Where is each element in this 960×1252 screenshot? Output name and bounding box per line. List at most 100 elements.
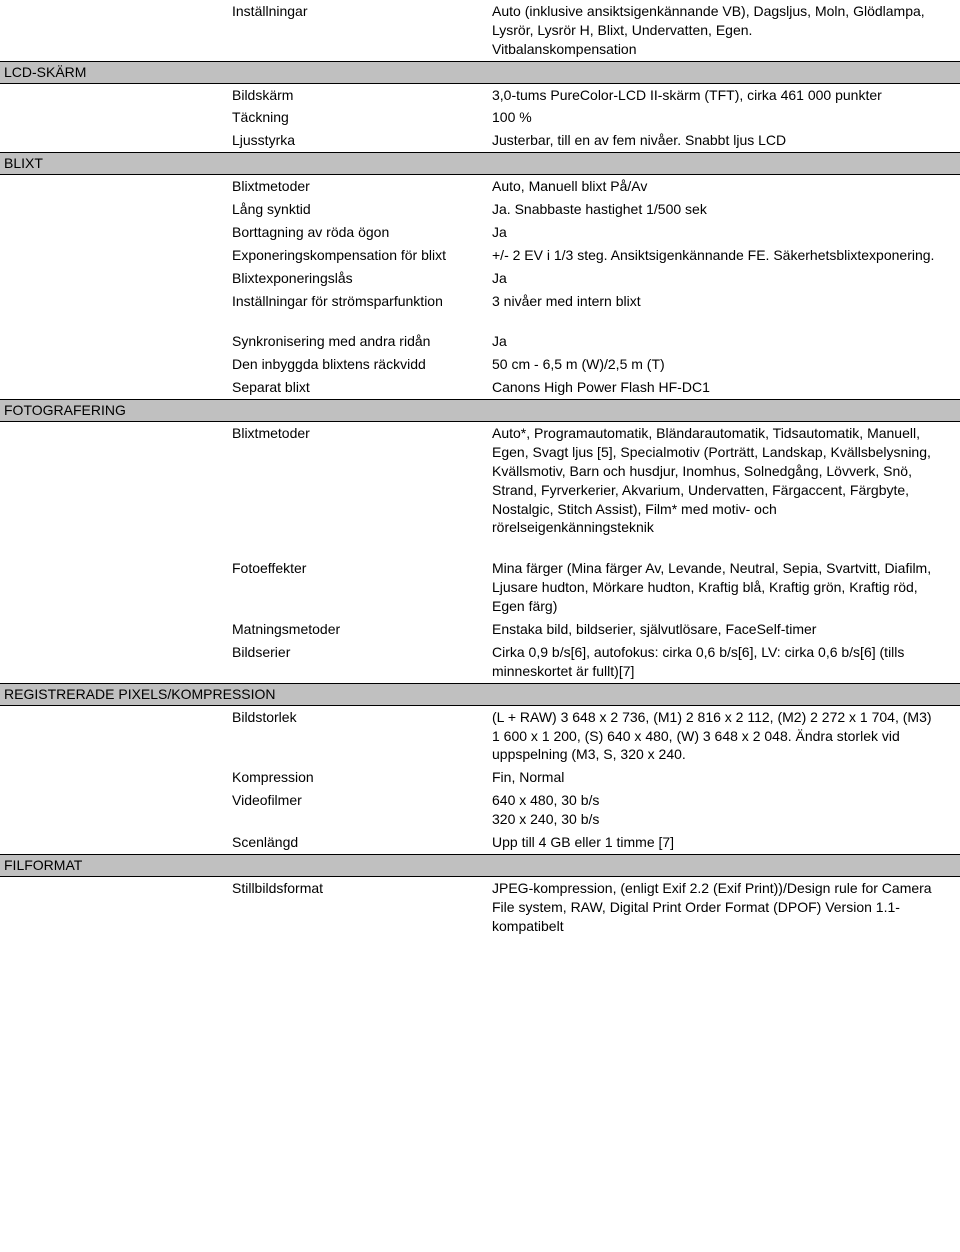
spec-value: Ja [492,223,960,242]
spec-row: Bildstorlek(L + RAW) 3 648 x 2 736, (M1)… [0,706,960,767]
spec-value: Mina färger (Mina färger Av, Levande, Ne… [492,559,960,616]
spec-value: +/- 2 EV i 1/3 steg. Ansiktsigenkännande… [492,246,960,265]
spec-value: 3 nivåer med intern blixt [492,292,960,311]
spacer [0,539,960,557]
spec-label: Exponeringskompensation för blixt [232,246,492,265]
spec-value: Fin, Normal [492,768,960,787]
spec-value: Enstaka bild, bildserier, självutlösare,… [492,620,960,639]
spec-value: Cirka 0,9 b/s[6], autofokus: cirka 0,6 b… [492,643,960,681]
spec-value: 50 cm - 6,5 m (W)/2,5 m (T) [492,355,960,374]
spec-label: Scenlängd [232,833,492,852]
col-spacer [0,131,232,150]
col-spacer [0,708,232,765]
spec-row: BlixtmetoderAuto, Manuell blixt På/Av [0,175,960,198]
spec-value: Ja. Snabbaste hastighet 1/500 sek [492,200,960,219]
spec-label: Separat blixt [232,378,492,397]
col-spacer [0,378,232,397]
spec-row: Synkronisering med andra ridånJa [0,330,960,353]
spec-row: Borttagning av röda ögonJa [0,221,960,244]
section-body-pixels: Bildstorlek(L + RAW) 3 648 x 2 736, (M1)… [0,706,960,854]
spec-row: BildserierCirka 0,9 b/s[6], autofokus: c… [0,641,960,683]
spec-label: Borttagning av röda ögon [232,223,492,242]
spec-value: Ja [492,332,960,351]
col-spacer [0,355,232,374]
spec-label: Videofilmer [232,791,492,829]
spec-value: Upp till 4 GB eller 1 timme [7] [492,833,960,852]
spec-value: Justerbar, till en av fem nivåer. Snabbt… [492,131,960,150]
spec-label: Bildserier [232,643,492,681]
section-body-blixt-a: BlixtmetoderAuto, Manuell blixt På/AvLån… [0,175,960,312]
spec-row: Exponeringskompensation för blixt+/- 2 E… [0,244,960,267]
spec-value: Auto, Manuell blixt På/Av [492,177,960,196]
spec-row: Täckning100 % [0,106,960,129]
col-spacer [0,559,232,616]
col-spacer [0,292,232,311]
spec-row: BlixtexponeringslåsJa [0,267,960,290]
section-body-lcd: Bildskärm3,0-tums PureColor-LCD II-skärm… [0,84,960,153]
spec-label: Blixtexponeringslås [232,269,492,288]
spec-value: Auto*, Programautomatik, Bländarautomati… [492,424,960,537]
spec-label: Den inbyggda blixtens räckvidd [232,355,492,374]
spec-value: Canons High Power Flash HF-DC1 [492,378,960,397]
spec-row: Bildskärm3,0-tums PureColor-LCD II-skärm… [0,84,960,107]
spec-label: Fotoeffekter [232,559,492,616]
spec-row: MatningsmetoderEnstaka bild, bildserier,… [0,618,960,641]
spec-row: BlixtmetoderAuto*, Programautomatik, Blä… [0,422,960,539]
spec-row: LjusstyrkaJusterbar, till en av fem nivå… [0,129,960,152]
section-header-blixt: BLIXT [0,152,960,175]
col-spacer [0,620,232,639]
section-header-filformat: FILFORMAT [0,854,960,877]
spec-row: ScenlängdUpp till 4 GB eller 1 timme [7] [0,831,960,854]
spec-row: Den inbyggda blixtens räckvidd50 cm - 6,… [0,353,960,376]
col-spacer [0,791,232,829]
col-spacer [0,643,232,681]
spec-row: Inställningar Auto (inklusive ansiktsige… [0,0,960,61]
spec-label: Inställningar [232,2,492,59]
spec-value: JPEG-kompression, (enligt Exif 2.2 (Exif… [492,879,960,936]
spec-row: Inställningar för strömsparfunktion3 niv… [0,290,960,313]
section-body-foto-a: BlixtmetoderAuto*, Programautomatik, Blä… [0,422,960,539]
spec-row: KompressionFin, Normal [0,766,960,789]
spec-label: Lång synktid [232,200,492,219]
spec-row: FotoeffekterMina färger (Mina färger Av,… [0,557,960,618]
spec-value: Ja [492,269,960,288]
col-spacer [0,2,232,59]
spec-label: Inställningar för strömsparfunktion [232,292,492,311]
spec-value: Auto (inklusive ansiktsigenkännande VB),… [492,2,960,59]
spec-row: Separat blixtCanons High Power Flash HF-… [0,376,960,399]
col-spacer [0,833,232,852]
spec-label: Ljusstyrka [232,131,492,150]
spec-row: Lång synktidJa. Snabbaste hastighet 1/50… [0,198,960,221]
spec-row: Videofilmer640 x 480, 30 b/s320 x 240, 3… [0,789,960,831]
col-spacer [0,269,232,288]
spacer [0,312,960,330]
spec-label: Matningsmetoder [232,620,492,639]
col-spacer [0,768,232,787]
spec-label: Bildskärm [232,86,492,105]
spec-label: Blixtmetoder [232,424,492,537]
spec-label: Täckning [232,108,492,127]
col-spacer [0,108,232,127]
spec-row: StillbildsformatJPEG-kompression, (enlig… [0,877,960,938]
section-header-lcd: LCD-SKÄRM [0,61,960,84]
col-spacer [0,246,232,265]
section-header-foto: FOTOGRAFERING [0,399,960,422]
col-spacer [0,200,232,219]
spec-label: Kompression [232,768,492,787]
spec-label: Blixtmetoder [232,177,492,196]
col-spacer [0,177,232,196]
spec-value: 3,0-tums PureColor-LCD II-skärm (TFT), c… [492,86,960,105]
col-spacer [0,332,232,351]
spec-value: (L + RAW) 3 648 x 2 736, (M1) 2 816 x 2 … [492,708,960,765]
spec-label: Synkronisering med andra ridån [232,332,492,351]
section-body-blixt-b: Synkronisering med andra ridånJaDen inby… [0,330,960,399]
section-body-foto-b: FotoeffekterMina färger (Mina färger Av,… [0,557,960,682]
spec-label: Stillbildsformat [232,879,492,936]
spec-value: 640 x 480, 30 b/s320 x 240, 30 b/s [492,791,960,829]
col-spacer [0,86,232,105]
section-body-filformat: StillbildsformatJPEG-kompression, (enlig… [0,877,960,938]
spec-label: Bildstorlek [232,708,492,765]
col-spacer [0,223,232,242]
spec-value: 100 % [492,108,960,127]
section-header-pixels: REGISTRERADE PIXELS/KOMPRESSION [0,683,960,706]
